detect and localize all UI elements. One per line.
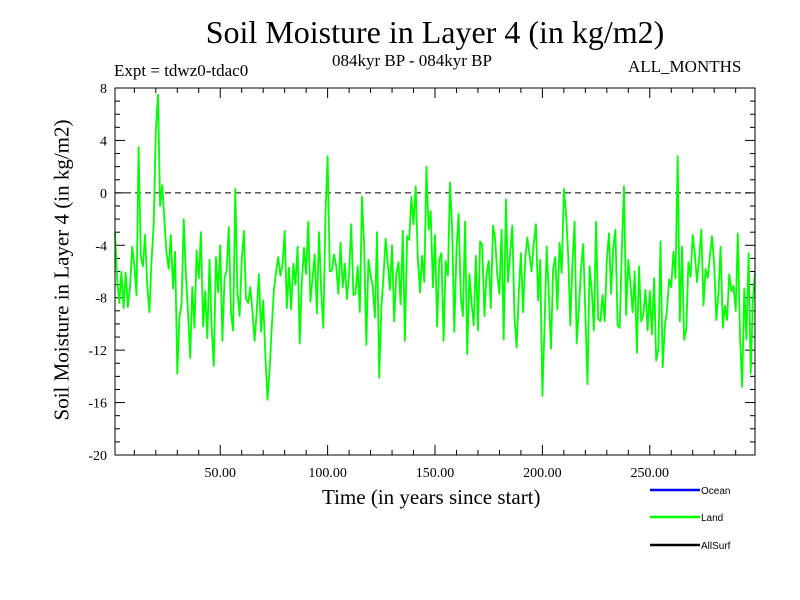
x-tick-label: 200.00: [523, 466, 562, 481]
months-label: ALL_MONTHS: [628, 57, 742, 76]
x-tick-label: 100.00: [308, 466, 347, 481]
y-tick-label: 8: [100, 82, 107, 97]
y-tick-label: -4: [95, 239, 107, 254]
y-tick-label: -8: [95, 292, 107, 307]
chart-title: Soil Moisture in Layer 4 (in kg/m2): [205, 14, 665, 50]
x-axis-label: Time (in years since start): [322, 485, 541, 509]
x-tick-label: 50.00: [204, 466, 236, 481]
legend-label-allsurf: AllSurf: [701, 541, 731, 552]
legend-label-ocean: Ocean: [701, 486, 730, 497]
y-tick-label: -16: [88, 397, 107, 412]
chart-subtitle: 084kyr BP - 084kyr BP: [332, 51, 492, 70]
x-tick-label: 150.00: [416, 466, 455, 481]
experiment-label: Expt = tdwz0-tdac0: [114, 61, 249, 80]
y-tick-label: -20: [88, 449, 107, 464]
y-tick-label: 0: [100, 187, 107, 202]
series-line-land: [114, 93, 756, 401]
plot-frame-overlay: [114, 87, 756, 456]
x-tick-label: 250.00: [631, 466, 670, 481]
legend-label-land: Land: [701, 513, 723, 524]
y-tick-label: -12: [88, 344, 107, 359]
y-tick-label: 4: [100, 134, 107, 149]
